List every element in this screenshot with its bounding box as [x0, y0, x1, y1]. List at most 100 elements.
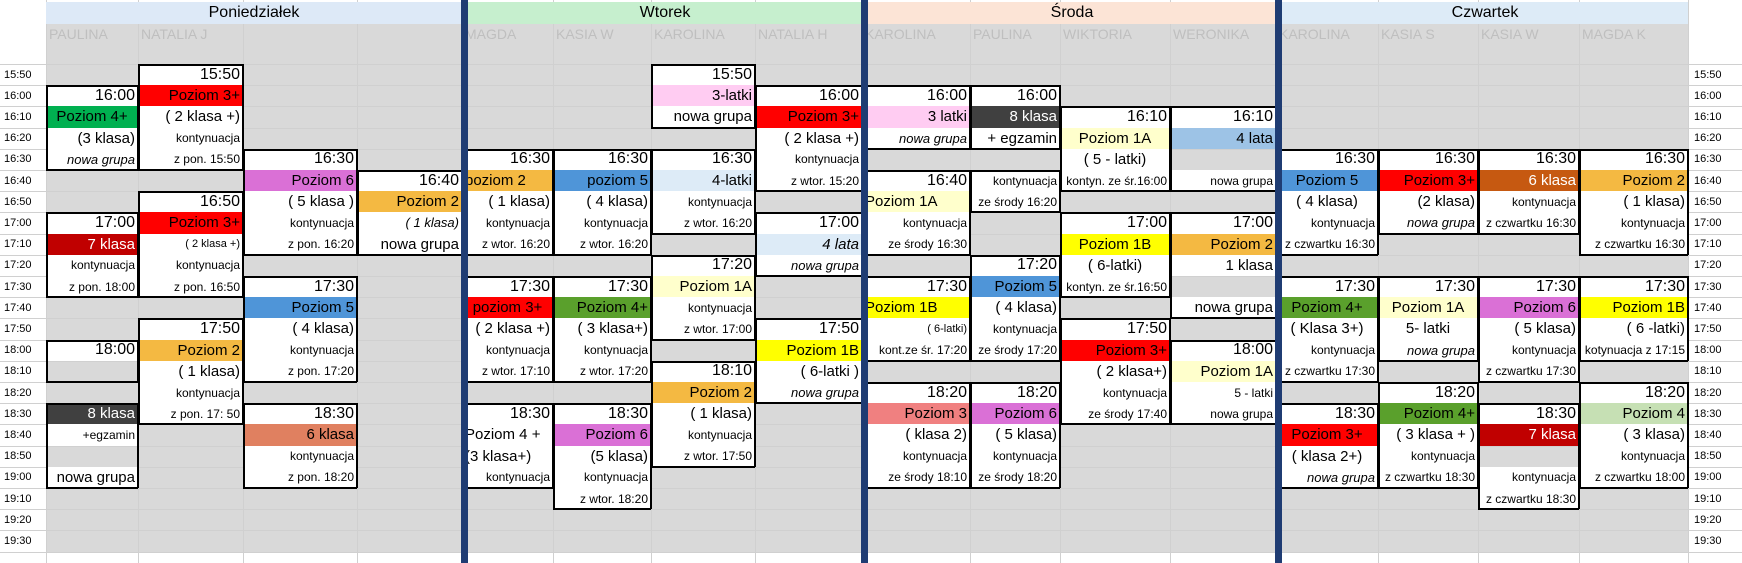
- grey-cell[interactable]: [357, 106, 462, 128]
- grey-cell[interactable]: [1378, 254, 1478, 276]
- grey-cell[interactable]: [243, 530, 357, 552]
- lesson-cell[interactable]: z pon. 17: 50: [138, 403, 243, 425]
- lesson-cell[interactable]: 17:00: [755, 212, 862, 234]
- lesson-cell[interactable]: 18:30: [462, 403, 553, 425]
- lesson-cell[interactable]: Poziom 5: [243, 297, 357, 319]
- lesson-cell[interactable]: 17:00: [1060, 212, 1170, 234]
- lesson-cell[interactable]: Poziom 4+: [1378, 403, 1478, 425]
- grey-cell[interactable]: [1060, 509, 1170, 531]
- grey-cell[interactable]: [357, 64, 462, 86]
- grey-cell[interactable]: [1170, 466, 1276, 488]
- grey-cell[interactable]: [357, 360, 462, 382]
- grey-cell[interactable]: [1276, 254, 1378, 276]
- lesson-cell[interactable]: z pon. 15:50: [138, 148, 243, 170]
- lesson-cell[interactable]: 17:20: [651, 254, 755, 276]
- lesson-cell[interactable]: kontynuacja: [243, 445, 357, 467]
- lesson-cell[interactable]: 18:00: [1170, 339, 1276, 361]
- grey-cell[interactable]: [970, 530, 1060, 552]
- lesson-cell[interactable]: z czwartku 16:30: [1276, 233, 1378, 255]
- grey-cell[interactable]: [1478, 254, 1579, 276]
- lesson-cell[interactable]: +egzamin: [46, 424, 138, 446]
- lesson-cell[interactable]: ( 6 -latki): [1579, 318, 1688, 340]
- lesson-cell[interactable]: kotynuacja z 17:15: [1579, 339, 1688, 361]
- lesson-cell[interactable]: nowa grupa: [1378, 339, 1478, 361]
- grey-cell[interactable]: [553, 254, 651, 276]
- lesson-cell[interactable]: nowa grupa: [1276, 466, 1378, 488]
- lesson-cell[interactable]: 8 klasa: [970, 106, 1060, 128]
- grey-cell[interactable]: [1276, 382, 1378, 404]
- lesson-cell[interactable]: ze środy 18:10: [862, 466, 970, 488]
- grey-cell[interactable]: [1579, 127, 1688, 149]
- lesson-cell[interactable]: 16:30: [1478, 148, 1579, 170]
- lesson-cell[interactable]: 3-latki: [651, 85, 755, 107]
- lesson-cell[interactable]: ( 5 klasa ): [243, 191, 357, 213]
- grey-cell[interactable]: [1276, 509, 1378, 531]
- grey-cell[interactable]: [651, 509, 755, 531]
- grey-cell[interactable]: [46, 170, 138, 192]
- grey-cell[interactable]: [862, 530, 970, 552]
- grey-cell[interactable]: [243, 509, 357, 531]
- lesson-cell[interactable]: 17:30: [1276, 276, 1378, 298]
- grey-cell[interactable]: [1378, 106, 1478, 128]
- lesson-cell[interactable]: z wtor. 16:20: [462, 233, 553, 255]
- lesson-cell[interactable]: z wtor. 16:20: [651, 212, 755, 234]
- grey-cell[interactable]: [970, 360, 1060, 382]
- lesson-cell[interactable]: ( klasa 2+): [1276, 445, 1378, 467]
- grey-cell[interactable]: [138, 509, 243, 531]
- grey-cell[interactable]: [1170, 148, 1276, 170]
- grey-cell[interactable]: [1170, 530, 1276, 552]
- lesson-cell[interactable]: kontynuacja: [651, 424, 755, 446]
- grey-cell[interactable]: [46, 509, 138, 531]
- grey-cell[interactable]: [1060, 466, 1170, 488]
- lesson-cell[interactable]: kontynuacja: [462, 212, 553, 234]
- grey-cell[interactable]: [862, 64, 970, 86]
- lesson-cell[interactable]: 16:30: [1579, 148, 1688, 170]
- grey-cell[interactable]: [357, 424, 462, 446]
- lesson-cell[interactable]: z czwartku 17:30: [1276, 360, 1378, 382]
- grey-cell[interactable]: [1060, 297, 1170, 319]
- grey-cell[interactable]: [1276, 127, 1378, 149]
- lesson-cell[interactable]: z czwartku 16:30: [1478, 212, 1579, 234]
- grey-cell[interactable]: [1170, 276, 1276, 298]
- lesson-cell[interactable]: ( 4 klasa): [1276, 191, 1378, 213]
- lesson-cell[interactable]: Poziom 4: [1579, 403, 1688, 425]
- lesson-cell[interactable]: Poziom 2: [651, 382, 755, 404]
- lesson-cell[interactable]: z wtor. 17:20: [553, 360, 651, 382]
- grey-cell[interactable]: [1170, 64, 1276, 86]
- lesson-cell[interactable]: 16:30: [1276, 148, 1378, 170]
- lesson-cell[interactable]: Poziom 1A: [1060, 127, 1170, 149]
- lesson-cell[interactable]: 17:00: [46, 212, 138, 234]
- grey-cell[interactable]: [1478, 64, 1579, 86]
- lesson-cell[interactable]: kontynuacja: [138, 254, 243, 276]
- lesson-cell[interactable]: Poziom 3+: [138, 212, 243, 234]
- lesson-cell[interactable]: 16:10: [1170, 106, 1276, 128]
- grey-cell[interactable]: [755, 403, 862, 425]
- grey-cell[interactable]: [138, 170, 243, 192]
- grey-cell[interactable]: [1170, 488, 1276, 510]
- grey-cell[interactable]: [243, 85, 357, 107]
- lesson-cell[interactable]: 7 klasa: [46, 233, 138, 255]
- lesson-cell[interactable]: nowa grupa: [46, 466, 138, 488]
- grey-cell[interactable]: [1579, 530, 1688, 552]
- lesson-cell[interactable]: Poziom 1B: [1060, 233, 1170, 255]
- grey-cell[interactable]: [1170, 318, 1276, 340]
- lesson-cell[interactable]: z czwartku 18:30: [1478, 488, 1579, 510]
- lesson-cell[interactable]: Poziom 5: [1276, 170, 1378, 192]
- lesson-cell[interactable]: ( 3 klasa+): [553, 318, 651, 340]
- grey-cell[interactable]: [970, 233, 1060, 255]
- lesson-cell[interactable]: ze środy 17:40: [1060, 403, 1170, 425]
- lesson-cell[interactable]: 16:50: [138, 191, 243, 213]
- lesson-cell[interactable]: 17:30: [243, 276, 357, 298]
- lesson-cell[interactable]: 16:00: [862, 85, 970, 107]
- lesson-cell[interactable]: 17:30: [1378, 276, 1478, 298]
- lesson-cell[interactable]: ( 2 klasa +): [462, 318, 553, 340]
- lesson-cell[interactable]: (3 klasa): [46, 127, 138, 149]
- grey-cell[interactable]: [138, 488, 243, 510]
- lesson-cell[interactable]: Poziom 2: [138, 339, 243, 361]
- grey-cell[interactable]: [462, 254, 553, 276]
- lesson-cell[interactable]: z pon. 18:00: [46, 276, 138, 298]
- lesson-cell[interactable]: kontynuacja: [138, 127, 243, 149]
- grey-cell[interactable]: [243, 127, 357, 149]
- lesson-cell[interactable]: kontyn. ze śr.16:00: [1060, 170, 1170, 192]
- lesson-cell[interactable]: Poziom 6: [553, 424, 651, 446]
